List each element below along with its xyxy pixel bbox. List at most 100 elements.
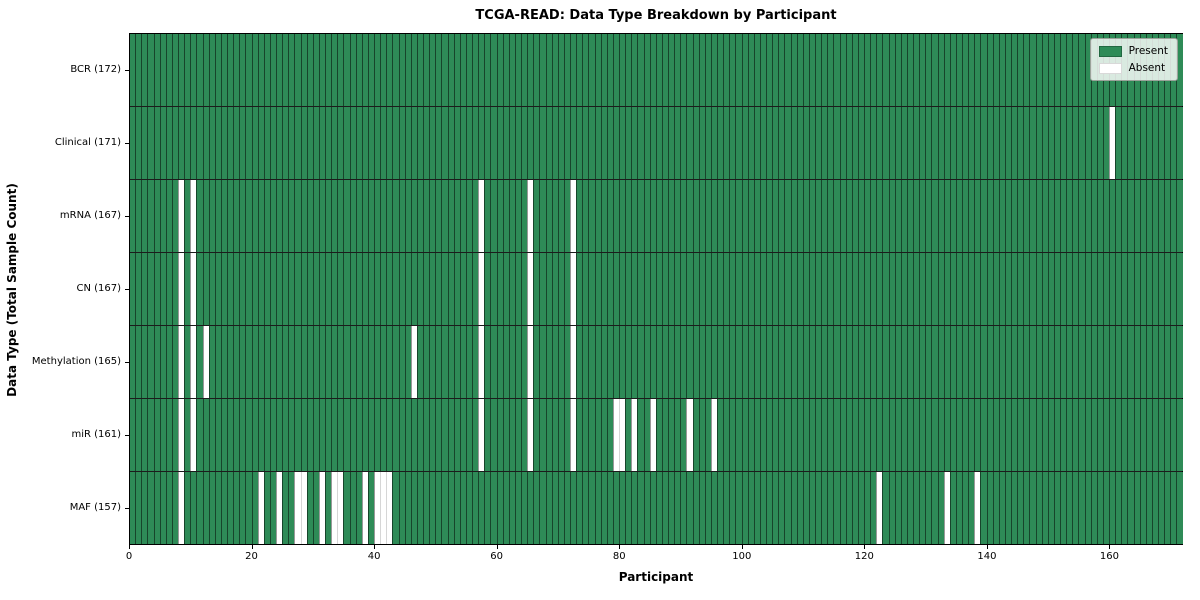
heatmap-cell (306, 399, 313, 471)
heatmap-cell (441, 34, 448, 106)
heatmap-cell (1109, 472, 1116, 544)
heatmap-cell (465, 180, 472, 252)
heatmap-cell (888, 326, 895, 398)
heatmap-cell (355, 180, 362, 252)
heatmap-cell (1158, 253, 1165, 325)
heatmap-cell (931, 326, 938, 398)
heatmap-cell (1139, 107, 1146, 179)
heatmap-cell (753, 326, 760, 398)
heatmap-cell (992, 399, 999, 471)
heatmap-cell (190, 472, 197, 544)
heatmap-cell (1066, 326, 1073, 398)
heatmap-cell (588, 180, 595, 252)
heatmap-cell (527, 399, 534, 471)
heatmap-cell (233, 472, 240, 544)
heatmap-cell (159, 472, 166, 544)
heatmap-cell (1004, 34, 1011, 106)
heatmap-cell (588, 399, 595, 471)
heatmap-cell (416, 253, 423, 325)
heatmap-cell (962, 253, 969, 325)
heatmap-cell (533, 399, 540, 471)
heatmap-cell (998, 472, 1005, 544)
heatmap-cell (233, 34, 240, 106)
heatmap-cell (1011, 180, 1018, 252)
heatmap-cell (288, 253, 295, 325)
heatmap-cell (968, 472, 975, 544)
heatmap-cell (220, 399, 227, 471)
heatmap-cell (276, 326, 283, 398)
heatmap-cell (1041, 180, 1048, 252)
heatmap-cell (196, 399, 203, 471)
heatmap-cell (251, 34, 258, 106)
heatmap-cell (576, 326, 583, 398)
heatmap-cell (502, 107, 509, 179)
heatmap-cell (472, 253, 479, 325)
heatmap-cell (245, 326, 252, 398)
heatmap-cell (374, 326, 381, 398)
heatmap-cell (698, 326, 705, 398)
heatmap-cell (851, 107, 858, 179)
heatmap-cell (570, 399, 577, 471)
heatmap-cell (245, 472, 252, 544)
heatmap-cell (257, 107, 264, 179)
heatmap-cell (1004, 399, 1011, 471)
heatmap-cell (876, 253, 883, 325)
heatmap-cell (692, 34, 699, 106)
heatmap-cell (527, 34, 534, 106)
heatmap-cell (655, 34, 662, 106)
heatmap-cell (1023, 107, 1030, 179)
heatmap-cell (772, 472, 779, 544)
heatmap-cell (710, 180, 717, 252)
heatmap-cell (435, 326, 442, 398)
heatmap-cell (778, 472, 785, 544)
heatmap-cell (980, 180, 987, 252)
heatmap-cell (318, 399, 325, 471)
heatmap-cell (1029, 34, 1036, 106)
heatmap-cell (937, 180, 944, 252)
heatmap-cell (496, 180, 503, 252)
heatmap-cell (661, 34, 668, 106)
heatmap-cell (913, 399, 920, 471)
heatmap-cell (153, 180, 160, 252)
heatmap-cell (619, 253, 626, 325)
heatmap-cell (980, 326, 987, 398)
heatmap-cell (349, 180, 356, 252)
heatmap-cell (710, 107, 717, 179)
heatmap-cell (355, 34, 362, 106)
heatmap-cell (778, 180, 785, 252)
heatmap-cell (484, 326, 491, 398)
heatmap-cell (147, 472, 154, 544)
heatmap-cell (698, 180, 705, 252)
heatmap-cell (1029, 180, 1036, 252)
heatmap-cell (472, 34, 479, 106)
heatmap-cell (729, 34, 736, 106)
heatmap-cell (521, 472, 528, 544)
heatmap-cell (361, 326, 368, 398)
heatmap-cell (233, 399, 240, 471)
heatmap-cell (1041, 253, 1048, 325)
heatmap-cell (1066, 399, 1073, 471)
heatmap-cell (949, 34, 956, 106)
heatmap-cell (778, 399, 785, 471)
heatmap-cell (625, 326, 632, 398)
heatmap-cell (864, 399, 871, 471)
heatmap-cell (882, 180, 889, 252)
heatmap-cell (202, 253, 209, 325)
heatmap-cell (508, 399, 515, 471)
heatmap-cell (306, 472, 313, 544)
heatmap-cell (925, 34, 932, 106)
heatmap-cell (551, 472, 558, 544)
heatmap-cell (857, 34, 864, 106)
heatmap-cell (429, 472, 436, 544)
heatmap-cell (1102, 472, 1109, 544)
heatmap-cell (1090, 326, 1097, 398)
heatmap-cell (478, 107, 485, 179)
x-tick-mark (619, 545, 621, 549)
heatmap-cell (227, 180, 234, 252)
heatmap-cell (955, 180, 962, 252)
heatmap-cell (888, 180, 895, 252)
heatmap-cell (563, 107, 570, 179)
heatmap-cell (184, 253, 191, 325)
heatmap-cell (276, 399, 283, 471)
heatmap-cell (514, 399, 521, 471)
